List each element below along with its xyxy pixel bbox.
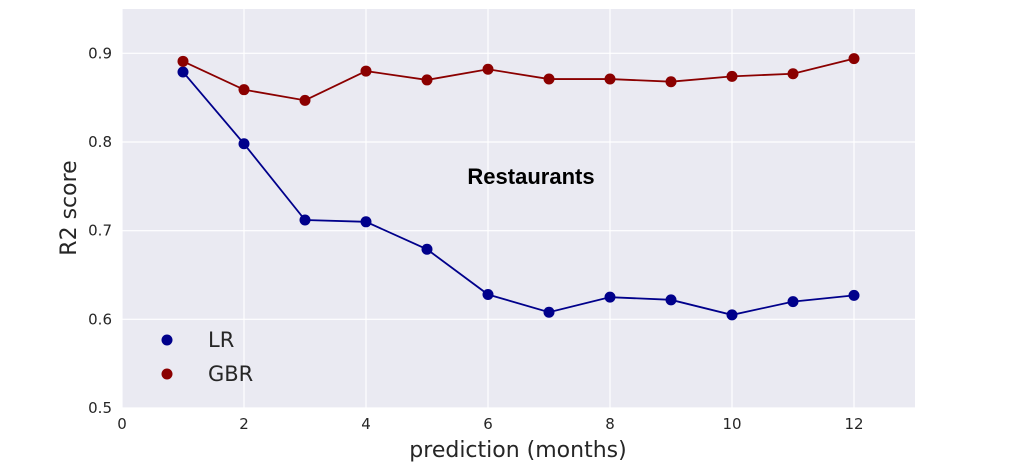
legend-marker-gbr	[161, 368, 173, 380]
y-tick-label: 0.9	[88, 44, 112, 62]
plot-background	[122, 9, 915, 408]
data-point-gbr	[299, 94, 311, 106]
data-point-lr	[482, 289, 494, 301]
x-tick-label: 2	[239, 415, 249, 433]
x-tick-label: 12	[844, 415, 863, 433]
data-point-gbr	[726, 70, 738, 82]
x-tick-label: 6	[483, 415, 493, 433]
legend-label-gbr: GBR	[208, 362, 253, 386]
data-point-gbr	[177, 55, 189, 67]
chart-annotation: Restaurants	[467, 164, 594, 189]
x-axis-label: prediction (months)	[409, 438, 626, 463]
data-point-gbr	[421, 74, 433, 86]
data-point-lr	[665, 294, 677, 306]
series-line-lr	[182, 71, 855, 316]
tick-labels: 0 2 4 6 8 10 12 0.5 0.6 0.7 0.8 0.9	[88, 44, 863, 433]
legend: LR GBR	[161, 328, 253, 386]
data-point-gbr	[604, 73, 616, 85]
data-point-lr	[177, 66, 189, 78]
data-point-gbr	[787, 68, 799, 80]
x-tick-label: 8	[605, 415, 615, 433]
x-tick-label: 4	[361, 415, 371, 433]
data-point-lr	[238, 138, 250, 150]
legend-label-lr: LR	[208, 328, 234, 352]
y-tick-label: 0.7	[88, 222, 112, 240]
data-point-gbr	[238, 84, 250, 96]
series-group	[177, 53, 860, 321]
data-point-gbr	[665, 76, 677, 88]
x-tick-label: 0	[117, 415, 127, 433]
y-tick-label: 0.8	[88, 133, 112, 151]
data-point-lr	[726, 309, 738, 321]
data-point-lr	[848, 289, 860, 301]
data-point-gbr	[482, 63, 494, 75]
data-point-lr	[360, 216, 372, 228]
series-line-gbr	[182, 57, 855, 102]
data-point-lr	[604, 291, 616, 303]
data-point-lr	[299, 214, 311, 226]
data-point-lr	[421, 243, 433, 255]
legend-marker-lr	[161, 334, 173, 346]
data-point-gbr	[848, 53, 860, 65]
data-point-gbr	[543, 73, 555, 85]
y-axis-label: R2 score	[57, 160, 82, 255]
x-tick-label: 10	[722, 415, 741, 433]
data-point-lr	[787, 296, 799, 308]
y-tick-label: 0.5	[88, 399, 112, 417]
y-tick-label: 0.6	[88, 310, 112, 328]
data-point-gbr	[360, 65, 372, 77]
data-point-lr	[543, 306, 555, 318]
